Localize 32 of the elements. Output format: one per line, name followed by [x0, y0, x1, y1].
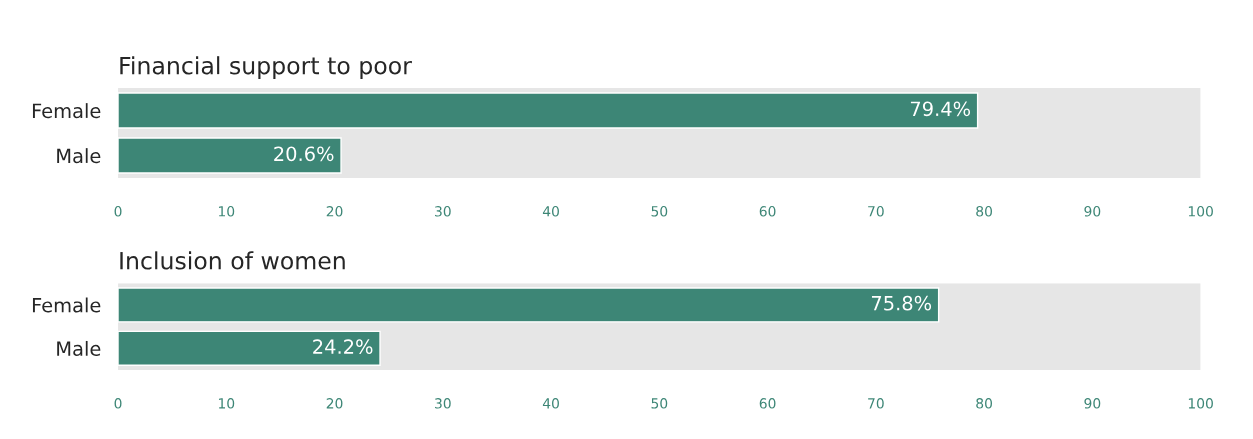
x-tick-label: 30 [435, 206, 451, 217]
x-tick-label: 10 [218, 206, 235, 217]
chart-title: Inclusion of women [120, 251, 345, 270]
chart-title: Financial support to poor [120, 56, 412, 80]
x-tick-label: 0 [114, 398, 122, 409]
x-tick-label: 60 [759, 206, 776, 217]
y-tick-label: Male [57, 340, 101, 357]
data-label: 24.2% [313, 339, 373, 354]
x-tick-label: 20 [326, 398, 343, 409]
data-label: 20.6% [274, 146, 334, 162]
x-tick-label: 90 [1084, 398, 1101, 409]
x-tick-label: 10 [218, 398, 235, 409]
x-tick-label: 30 [435, 398, 451, 409]
x-tick-label: 20 [326, 206, 343, 217]
x-tick-label: 50 [651, 206, 668, 217]
data-label: 75.8% [871, 295, 932, 311]
x-tick-label: 80 [976, 206, 993, 217]
y-tick-label: Female [32, 103, 101, 119]
x-tick-label: 100 [1188, 206, 1213, 217]
x-tick-label: 100 [1188, 398, 1213, 409]
x-tick-label: 40 [542, 398, 559, 409]
x-tick-label: 70 [868, 398, 884, 409]
data-label: 79.4% [910, 101, 971, 117]
x-tick-label: 0 [114, 206, 122, 217]
y-tick-label: Female [32, 297, 101, 313]
x-tick-label: 90 [1084, 206, 1101, 217]
x-tick-label: 60 [759, 398, 776, 409]
x-tick-label: 50 [651, 398, 668, 409]
x-tick-label: 70 [868, 206, 884, 217]
y-tick-label: Male [57, 148, 101, 164]
x-tick-label: 80 [976, 398, 993, 409]
x-tick-label: 40 [542, 206, 559, 217]
